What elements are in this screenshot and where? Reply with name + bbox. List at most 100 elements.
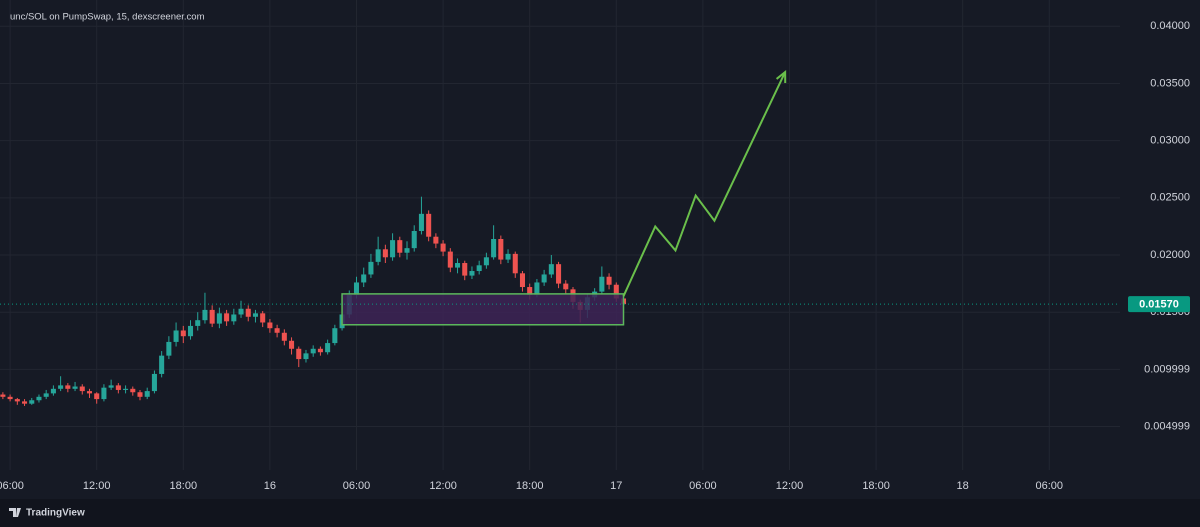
candle-body (252, 313, 258, 317)
x-tick-label: 18:00 (170, 480, 198, 492)
candle-body (476, 265, 482, 272)
candle-body (289, 340, 295, 349)
y-tick-label: 0.02500 (1150, 192, 1190, 204)
candle-body (548, 264, 554, 275)
candle-body (411, 230, 417, 249)
x-tick-label: 06:00 (689, 480, 717, 492)
candle-body (296, 348, 302, 360)
candle-body (14, 399, 20, 402)
candle-body (519, 273, 525, 288)
candle-body (209, 309, 215, 324)
chart-title: unc/SOL on PumpSwap, 15, dexscreener.com (10, 12, 205, 23)
tradingview-logo (9, 508, 21, 517)
footer-bar (0, 499, 1200, 527)
candle-body (462, 263, 468, 276)
candle-body (390, 240, 396, 258)
candle-body (260, 313, 266, 323)
candle-body (317, 348, 323, 353)
x-tick-label: 12:00 (776, 480, 804, 492)
candle-body (22, 401, 28, 404)
candle-body (144, 391, 150, 397)
candle-body (29, 400, 35, 404)
candle-body (137, 392, 143, 397)
projection-path (622, 71, 787, 297)
candle-body (455, 263, 461, 268)
candle-body (563, 283, 569, 290)
x-tick-label: 12:00 (429, 480, 457, 492)
candle-body (361, 274, 367, 283)
x-tick-label: 12:00 (83, 480, 111, 492)
candle-body (325, 343, 331, 353)
last-price-label: 0.01570 (1139, 299, 1179, 311)
x-tick-label: 06:00 (343, 480, 371, 492)
y-tick-label: 0.04000 (1150, 20, 1190, 32)
candle-body (36, 396, 42, 401)
candle-body (231, 314, 237, 322)
footer-brand: TradingView (26, 508, 85, 519)
candle-body (173, 330, 179, 342)
candle-body (599, 276, 605, 292)
candle-body (613, 284, 619, 299)
candle-body (123, 388, 129, 390)
candle-body (404, 248, 410, 253)
candle-body (433, 236, 439, 244)
candle-body (332, 328, 338, 344)
x-tick-label: 06:00 (0, 480, 24, 492)
candle-body (195, 320, 201, 326)
candle-body (108, 385, 114, 388)
candle-body (65, 385, 71, 389)
candle-body (130, 388, 136, 393)
axes: 0.04000 0.03500 0.03000 0.02500 0.02000 0.015… (0, 20, 1190, 492)
candle-body (483, 257, 489, 266)
candle-body (556, 264, 562, 284)
candle-body (541, 274, 547, 283)
candle-body (216, 313, 222, 324)
candle-body (440, 243, 446, 252)
candle-body (43, 393, 49, 397)
candle-body (498, 239, 504, 260)
plot-area (0, 69, 1120, 406)
candle-body (58, 385, 64, 389)
x-tick-label: 17 (610, 480, 622, 492)
candle-body (202, 309, 208, 321)
candle-body (469, 271, 475, 276)
candle-body (281, 332, 287, 341)
candle-body (151, 373, 157, 392)
candle-body (72, 386, 78, 389)
projection-arrowhead (775, 69, 787, 84)
candle-body (534, 282, 540, 296)
candle-body (0, 394, 6, 397)
candle-body (50, 388, 56, 394)
candle-body (418, 213, 424, 231)
zone-box (341, 293, 625, 326)
x-tick-label: 18:00 (862, 480, 890, 492)
candle-body (606, 276, 612, 285)
candle-body (426, 213, 432, 237)
candle-body (245, 308, 251, 317)
candle-body (274, 328, 280, 333)
candle-body (101, 387, 107, 400)
candle-body (224, 313, 230, 322)
candle-body (527, 287, 533, 296)
candle-body (86, 391, 93, 394)
y-tick-label: 0.03500 (1150, 77, 1190, 89)
candle-body (368, 261, 374, 275)
candle-body (238, 308, 244, 315)
y-tick-label: 0.03000 (1150, 135, 1190, 147)
candle-body (397, 240, 403, 253)
candle-body (79, 386, 85, 392)
x-tick-label: 06:00 (1036, 480, 1064, 492)
x-tick-label: 18 (957, 480, 969, 492)
candle-body (382, 249, 388, 258)
candle-body (505, 253, 511, 260)
candle-body (512, 253, 518, 274)
y-tick-label: 0.009999 (1144, 363, 1190, 375)
x-tick-label: 18:00 (516, 480, 544, 492)
candle-body (166, 341, 172, 356)
candle-body (159, 355, 165, 374)
candle-body (375, 249, 381, 262)
candle-body (267, 322, 273, 329)
x-tick-label: 16 (264, 480, 276, 492)
